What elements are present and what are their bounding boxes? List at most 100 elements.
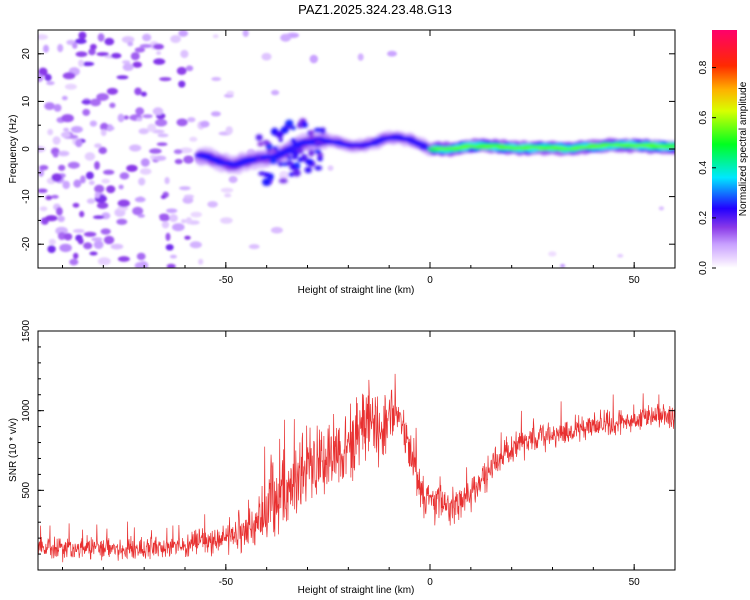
spectrogram-noise-blob (173, 149, 183, 155)
spectrogram-noise-blob (67, 161, 80, 169)
spectrogram-noise-blob (82, 108, 91, 116)
spectrogram-noise-blob (90, 98, 101, 107)
spectrogram-x-axis-label: Height of straight line (km) (298, 285, 415, 296)
spectrogram-y-axis-label: Frequency (Hz) (8, 115, 19, 184)
spectrogram-noise-blob (122, 60, 131, 64)
spectrogram-noise-blob (174, 158, 183, 165)
figure-title: PAZ1.2025.324.23.48.G13 (298, 2, 452, 17)
spectrogram-noise-blob (58, 150, 70, 157)
spectrogram-noise-blob (121, 36, 135, 44)
spectrogram-ridge-cell (631, 143, 645, 146)
spectrogram-ridge-cell (415, 142, 429, 145)
spectrogram-ridge-cell (668, 146, 675, 149)
spectrogram-ridge-cell (574, 147, 588, 150)
spectrogram-noise-blob (88, 48, 96, 56)
spectrogram-ridge-blob (277, 161, 283, 167)
spectrogram-noise-blob (43, 44, 49, 53)
spectrogram-noise-blob (135, 107, 145, 116)
spectrogram-noise-blob (61, 114, 74, 123)
colorbar-label: Normalized spectral amplitude (738, 81, 749, 216)
spectrogram-ridge-blob (285, 119, 294, 127)
colorbar-tick-label: 0.4 (698, 160, 709, 174)
spectrogram-noise-blob (172, 223, 185, 232)
spectrogram-ridge-blob (297, 157, 303, 163)
spectrogram-noise-blob (155, 118, 168, 127)
spectrogram-ridge-cell (329, 140, 343, 143)
spectrogram-noise-blob (47, 245, 56, 254)
spectrogram-ridge-blob (301, 120, 307, 126)
spectrogram-ridge-cell (554, 146, 568, 149)
spectrogram-ridge-cell (239, 160, 253, 164)
spectrogram-noise-blob (161, 221, 170, 229)
spectrogram-noise-blob (189, 241, 202, 249)
spectrogram-noise-blob (138, 261, 149, 268)
snr-x-axis-label: Height of straight line (km) (298, 585, 415, 596)
spectrogram-noise-blob (81, 99, 92, 105)
spectrogram-noise-blob (62, 180, 70, 190)
spectrogram-ridge-cell (288, 144, 302, 147)
spectrogram-noise-blob (130, 52, 140, 61)
spectrogram-noise-blob (46, 81, 55, 86)
spectrogram-noise-blob (56, 207, 63, 216)
spectrogram-noise-blob (153, 58, 166, 65)
spectrogram-noise-blob (181, 219, 187, 224)
spectrogram-noise-blob (51, 194, 59, 199)
spectrogram-noise-blob (357, 53, 364, 61)
spectrogram-noise-blob (156, 51, 162, 55)
spectrogram-noise-blob (79, 210, 85, 218)
spectrogram-noise-blob (185, 217, 192, 225)
spectrogram-noise-blob (160, 195, 167, 199)
spectrogram-noise-blob (94, 191, 101, 199)
spectrogram-noise-blob (122, 63, 134, 71)
spectrogram-noise-blob (119, 172, 130, 180)
spectrogram-noise-blob (116, 218, 128, 225)
spectrogram-noise-blob (211, 77, 222, 81)
spectrogram-ridge-blob (285, 160, 294, 166)
spectrogram-noise-blob (225, 126, 233, 135)
spectrogram-noise-blob (165, 244, 174, 251)
spectrogram-y-tick-label: -10 (21, 189, 32, 204)
spectrogram-noise-blob (91, 237, 103, 242)
spectrogram-noise-blob (187, 117, 196, 123)
spectrogram-noise-blob (75, 38, 87, 44)
spectrogram-noise-blob (178, 80, 186, 88)
spectrogram-ridge-cell (546, 147, 559, 150)
spectrogram-noise-blob (100, 129, 107, 137)
spectrogram-noise-blob (57, 232, 66, 240)
spectrogram-noise-blob (103, 235, 115, 245)
spectrogram-noise-blob (89, 251, 98, 256)
spectrogram-noise-blob (90, 43, 97, 50)
spectrogram-noise-blob (137, 214, 145, 218)
spectrogram-noise-blob (57, 215, 65, 222)
spectrogram-ridge-cell (501, 145, 515, 148)
spectrogram-ridge-blob (291, 150, 299, 156)
spectrogram-noise-blob (153, 43, 164, 50)
spectrogram-x-tick-label: 50 (629, 275, 641, 286)
spectrogram-noise-blob (224, 193, 232, 198)
spectrogram-noise-blob (45, 215, 58, 222)
spectrogram-panel: -50 0 50 -20 -10 0 10 20 Height of straight lin… (8, 29, 676, 296)
spectrogram-noise-blob (45, 195, 53, 201)
spectrogram-ridge-blob (255, 134, 263, 141)
spectrogram-ridge-blob (314, 165, 323, 171)
spectrogram-noise-blob (118, 184, 124, 190)
colorbar-tick-label: 0.8 (698, 60, 709, 74)
spectrogram-noise-blob (140, 91, 147, 97)
spectrogram-ridge-blob (278, 138, 283, 143)
spectrogram-noise-blob (126, 164, 138, 172)
spectrogram-noise-blob (70, 126, 83, 133)
spectrogram-noise-blob (38, 67, 48, 77)
spectrogram-noise-blob (210, 111, 221, 117)
spectrogram-ridge-cell (203, 156, 216, 159)
spectrogram-noise-blob (73, 252, 79, 259)
spectrogram-noise-blob (85, 171, 94, 180)
spectrogram-ridge-blob (305, 158, 314, 166)
spectrogram-noise-blob (176, 66, 187, 75)
spectrogram-noise-blob (47, 128, 54, 136)
spectrogram-noise-blob (190, 211, 203, 218)
spectrogram-ridge-blob (262, 140, 270, 145)
spectrogram-noise-blob (111, 52, 122, 59)
spectrogram-noise-blob (271, 89, 280, 96)
spectrogram-noise-blob (166, 208, 178, 214)
spectrogram-noise-blob (170, 35, 182, 43)
